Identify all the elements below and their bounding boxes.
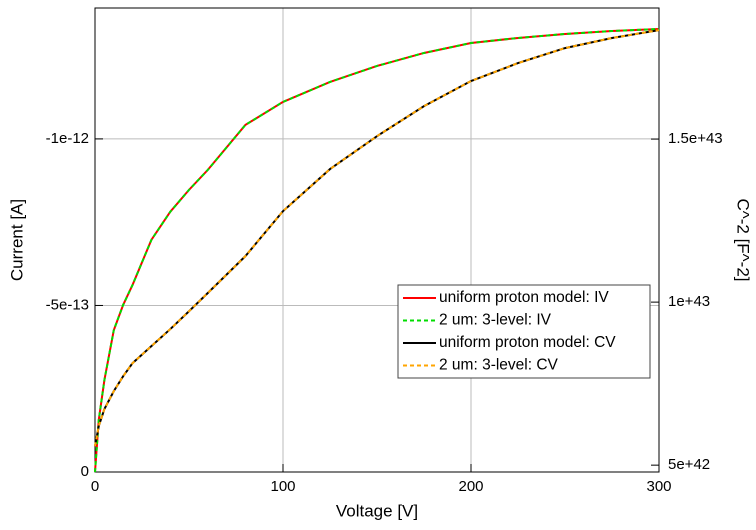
plot-frame: [94, 7, 660, 473]
y2-tick-label: 1e+43: [668, 293, 710, 310]
legend: uniform proton model: IV 2 um: 3-level: I…: [397, 284, 651, 379]
y-tick-label: 0: [81, 463, 89, 480]
y-axis-label: Current [A]: [7, 199, 26, 281]
series-line: [94, 27, 660, 473]
y2-tick-label: 1.5e+43: [668, 130, 723, 147]
legend-label: 2 um: 3-level: CV: [439, 357, 559, 374]
y-tick-label: -5e-13: [46, 296, 89, 313]
x-tick-label: 100: [270, 478, 295, 495]
legend-label: uniform proton model: CV: [439, 334, 616, 351]
series-line: [94, 27, 660, 473]
x-tick-label: 200: [458, 478, 483, 495]
y2-tick-label: 5e+42: [668, 456, 710, 473]
series-line: [94, 29, 660, 447]
x-axis-label: Voltage [V]: [336, 501, 418, 520]
y2-axis-label: C^-2 [F^-2]: [734, 198, 753, 281]
x-tick-label: 300: [646, 478, 671, 495]
x-tick-label: 0: [91, 478, 99, 495]
y-tick-label: -1e-12: [46, 130, 89, 147]
legend-label: 2 um: 3-level: IV: [439, 312, 552, 329]
legend-label: uniform proton model: IV: [439, 289, 609, 306]
series-line: [94, 29, 660, 447]
legend-box: [397, 284, 651, 379]
